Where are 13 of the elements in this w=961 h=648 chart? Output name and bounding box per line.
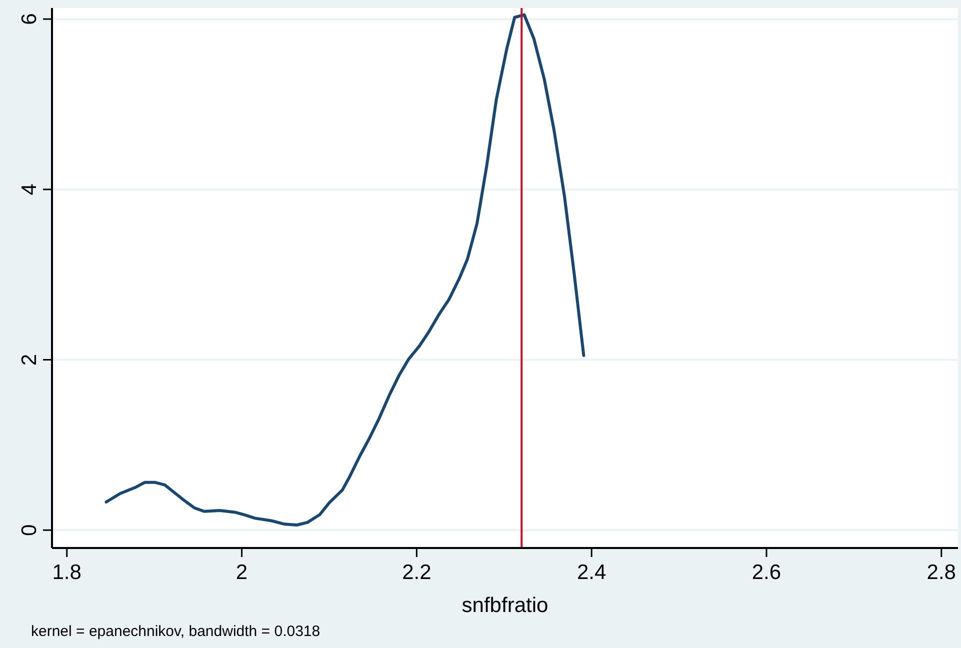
x-tick-label: 2 [236,561,248,584]
y-tick-label: 6 [18,13,41,25]
x-tick-label: 2.6 [752,561,782,584]
x-axis-title: snfbfratio [462,594,548,617]
y-tick-label: 2 [18,354,41,366]
x-tick-label: 2.2 [402,561,432,584]
x-tick-label: 2.4 [576,561,606,584]
y-tick-label: 0 [18,524,41,536]
x-tick-label: 1.8 [52,561,82,584]
text: kernel = epanechnikov, bandwidth = 0.0318 [31,623,320,640]
x-tick-label: 2.8 [926,561,956,584]
y-tick-label: 4 [18,183,41,196]
line-series [104,13,586,527]
